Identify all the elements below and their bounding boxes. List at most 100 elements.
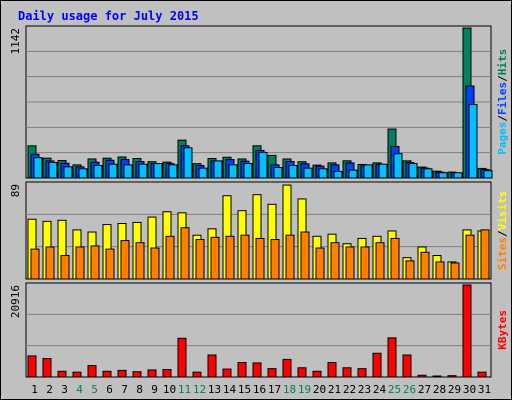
- bar-kbytes-day-13: [207, 354, 217, 378]
- bar-pages-day-23: [363, 164, 373, 179]
- bar-pages-day-2: [48, 162, 58, 179]
- bar-pages-day-5: [93, 165, 103, 179]
- legend-label: Visits: [496, 191, 509, 231]
- bar-kbytes-day-25: [387, 337, 397, 378]
- bar-pages-day-3: [63, 166, 73, 179]
- ymax-label-hits-files-pages: 1142: [9, 28, 22, 55]
- x-tick-label-day-30: 30: [463, 383, 476, 396]
- legend-label: /: [496, 115, 509, 122]
- bar-kbytes-day-9: [147, 369, 157, 378]
- bar-sites-day-28: [435, 261, 445, 280]
- bar-kbytes-day-30: [462, 284, 472, 378]
- bar-kbytes-day-22: [342, 367, 352, 378]
- x-tick-label-day-29: 29: [448, 383, 461, 396]
- bar-pages-day-31: [483, 170, 493, 179]
- bar-sites-day-19: [300, 231, 310, 280]
- x-tick-label-day-25: 25: [388, 383, 401, 396]
- bar-pages-day-12: [198, 167, 208, 179]
- bar-kbytes-day-23: [357, 368, 367, 378]
- bar-pages-day-26: [408, 163, 418, 179]
- bar-kbytes-day-20: [312, 370, 322, 378]
- x-tick-label-day-3: 3: [61, 383, 68, 396]
- bar-pages-day-22: [348, 169, 358, 179]
- legend-hits-files-pages: Pages/Files/Hits: [496, 49, 509, 155]
- bar-sites-day-6: [105, 248, 115, 280]
- bar-kbytes-day-6: [102, 370, 112, 378]
- bar-kbytes-day-27: [417, 374, 427, 378]
- x-tick-label-day-14: 14: [223, 383, 237, 396]
- bar-sites-day-31: [480, 229, 490, 280]
- bar-kbytes-day-14: [222, 368, 232, 378]
- ymax-label-visits-sites: 89: [9, 184, 22, 197]
- bar-kbytes-day-3: [57, 370, 67, 378]
- bar-sites-day-12: [195, 239, 205, 280]
- bar-pages-day-13: [213, 160, 223, 179]
- x-tick-label-day-26: 26: [403, 383, 416, 396]
- x-tick-label-day-18: 18: [283, 383, 296, 396]
- bar-pages-day-19: [303, 167, 313, 179]
- bar-sites-day-23: [360, 246, 370, 280]
- x-tick-label-day-8: 8: [136, 383, 143, 396]
- x-tick-label-day-22: 22: [343, 383, 356, 396]
- bar-sites-day-21: [330, 242, 340, 280]
- bar-kbytes-day-1: [27, 355, 37, 378]
- x-tick-label-day-9: 9: [151, 383, 158, 396]
- bar-pages-day-7: [123, 164, 133, 179]
- x-tick-label-day-24: 24: [373, 383, 387, 396]
- bar-sites-day-2: [45, 246, 55, 280]
- bar-pages-day-17: [273, 166, 283, 179]
- bar-pages-day-16: [258, 151, 268, 179]
- bar-pages-day-20: [318, 168, 328, 179]
- legend-label: KBytes: [496, 310, 509, 350]
- legend-label: /: [496, 230, 509, 237]
- bar-sites-day-15: [240, 234, 250, 280]
- bar-sites-day-22: [345, 246, 355, 280]
- bar-pages-day-1: [33, 157, 43, 179]
- bar-kbytes-day-12: [192, 371, 202, 378]
- bar-sites-day-14: [225, 235, 235, 280]
- x-tick-label-day-13: 13: [208, 383, 221, 396]
- bar-sites-day-16: [255, 237, 265, 280]
- bar-kbytes-day-11: [177, 337, 187, 378]
- ymax-label-kbytes: 20916: [9, 285, 22, 318]
- x-tick-label-day-23: 23: [358, 383, 371, 396]
- legend-label: Hits: [496, 49, 509, 76]
- x-tick-label-day-4: 4: [76, 383, 83, 396]
- bar-kbytes-day-18: [282, 358, 292, 378]
- bar-pages-day-25: [393, 153, 403, 179]
- x-tick-label-day-20: 20: [313, 383, 326, 396]
- bar-sites-day-1: [30, 248, 40, 280]
- bar-kbytes-day-26: [402, 354, 412, 378]
- bar-kbytes-day-4: [72, 371, 82, 378]
- bar-sites-day-29: [450, 262, 460, 280]
- bar-sites-day-26: [405, 260, 415, 280]
- bar-pages-day-10: [168, 164, 178, 179]
- bar-pages-day-27: [423, 168, 433, 179]
- bar-kbytes-day-19: [297, 367, 307, 378]
- bar-sites-day-18: [285, 234, 295, 280]
- x-tick-label-day-21: 21: [328, 383, 341, 396]
- bar-sites-day-17: [270, 239, 280, 280]
- x-tick-label-day-2: 2: [46, 383, 53, 396]
- bar-kbytes-day-21: [327, 361, 337, 378]
- bar-sites-day-5: [90, 245, 100, 280]
- bar-sites-day-10: [165, 235, 175, 280]
- x-tick-label-day-1: 1: [31, 383, 38, 396]
- x-tick-label-day-19: 19: [298, 383, 311, 396]
- bar-pages-day-9: [153, 163, 163, 179]
- bar-kbytes-day-8: [132, 371, 142, 378]
- legend-label: /: [496, 75, 509, 82]
- bar-pages-day-30: [468, 103, 478, 179]
- bar-kbytes-day-24: [372, 352, 382, 378]
- bar-sites-day-11: [180, 227, 190, 280]
- bar-kbytes-day-7: [117, 369, 127, 378]
- bar-kbytes-day-10: [162, 369, 172, 378]
- bar-sites-day-9: [150, 247, 160, 280]
- bar-sites-day-27: [420, 251, 430, 280]
- bar-pages-day-18: [288, 165, 298, 179]
- bar-pages-day-21: [333, 170, 343, 179]
- legend-kbytes: KBytes: [496, 310, 509, 350]
- bar-pages-day-6: [108, 163, 118, 179]
- legend-label: Files: [496, 82, 509, 115]
